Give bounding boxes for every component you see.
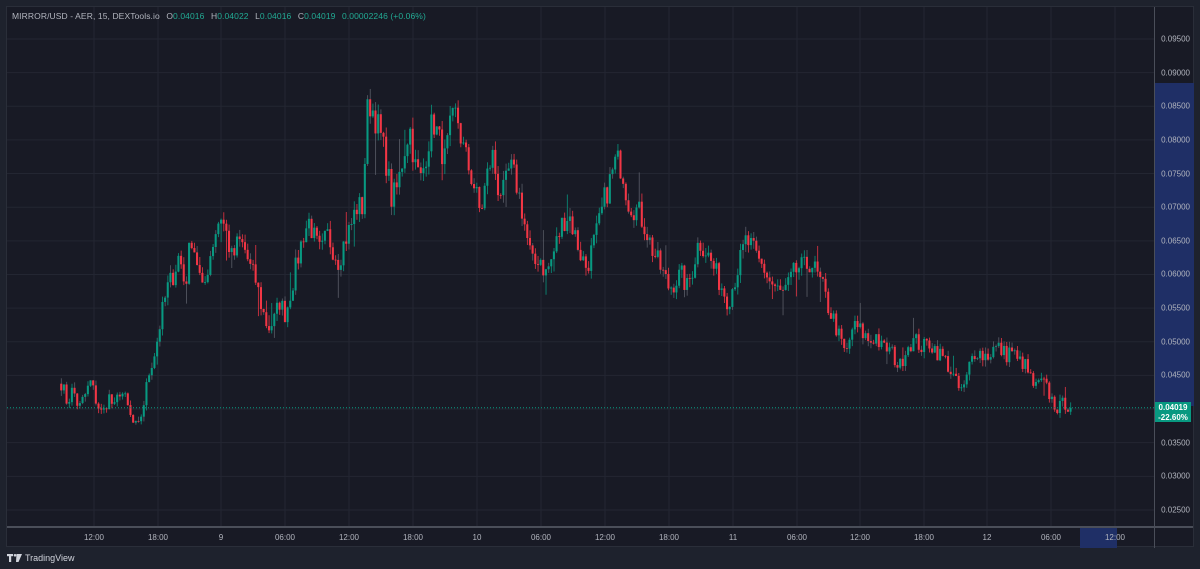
price-range-highlight <box>1155 82 1194 406</box>
price-tick: 0.05000 <box>1161 337 1190 347</box>
chart-pane[interactable] <box>7 7 1154 526</box>
symbol-legend: MIRROR/USD - AER, 15, DEXTools.io O0.040… <box>12 11 426 21</box>
price-scale[interactable]: 0.09500 0.09000 0.08500 0.08000 0.07500 0.070… <box>1154 7 1194 526</box>
scale-corner <box>1154 526 1193 548</box>
time-tick: 12:00 <box>1104 533 1126 542</box>
change-value: 0.00002246 (+0.06%) <box>341 11 426 21</box>
last-price-change: -22.60% <box>1158 412 1188 422</box>
price-tick: 0.08000 <box>1161 135 1190 145</box>
candlestick-plot[interactable] <box>7 7 1154 526</box>
price-tick: 0.07500 <box>1161 169 1190 179</box>
time-tick: 12:00 <box>594 533 616 542</box>
last-price-value: 0.04019 <box>1158 403 1188 412</box>
time-tick: 06:00 <box>1040 533 1062 542</box>
time-tick: 18:00 <box>913 533 935 542</box>
tradingview-logo-icon <box>7 554 22 562</box>
high-label: H <box>210 11 218 21</box>
time-tick: 18:00 <box>402 533 424 542</box>
time-tick: 06:00 <box>274 533 296 542</box>
time-tick: 11 <box>728 533 738 542</box>
price-tick: 0.05500 <box>1161 303 1190 313</box>
time-range-highlight <box>1080 528 1117 548</box>
price-tick: 0.03500 <box>1161 438 1190 448</box>
time-scale[interactable]: 12:00 18:00 9 06:00 12:00 18:00 10 06:00 12:00 18… <box>7 526 1154 548</box>
time-tick: 18:00 <box>147 533 169 542</box>
close-label: C <box>297 11 305 21</box>
price-tick: 0.06000 <box>1161 269 1190 279</box>
time-tick: 9 <box>218 533 224 542</box>
time-tick: 12:00 <box>338 533 360 542</box>
price-tick: 0.02500 <box>1161 505 1190 515</box>
time-tick: 06:00 <box>530 533 552 542</box>
open-value: 0.04016 <box>173 11 205 21</box>
low-value: 0.04016 <box>259 11 292 21</box>
high-value: 0.04022 <box>217 11 249 21</box>
symbol-title[interactable]: MIRROR/USD - AER, 15, DEXTools.io <box>12 11 160 21</box>
price-tick: 0.03000 <box>1161 471 1190 481</box>
open-label: O <box>166 11 174 21</box>
time-tick: 10 <box>472 533 482 542</box>
close-value: 0.04019 <box>304 11 336 21</box>
price-tick: 0.04500 <box>1161 370 1190 380</box>
time-tick: 18:00 <box>658 533 680 542</box>
last-price-label: 0.04019 -22.60% <box>1155 402 1191 422</box>
tradingview-label: TradingView <box>25 553 75 563</box>
time-tick: 12:00 <box>83 533 105 542</box>
price-tick: 0.07000 <box>1161 202 1190 212</box>
time-tick: 12 <box>982 533 992 542</box>
chart-frame <box>6 6 1194 547</box>
price-tick: 0.09500 <box>1161 34 1190 44</box>
low-label: L <box>255 11 260 21</box>
price-tick: 0.09000 <box>1161 68 1190 78</box>
price-tick: 0.08500 <box>1161 101 1190 111</box>
time-tick: 06:00 <box>786 533 808 542</box>
price-tick: 0.06500 <box>1161 236 1190 246</box>
tradingview-branding[interactable]: TradingView <box>7 553 75 563</box>
time-tick: 12:00 <box>849 533 871 542</box>
